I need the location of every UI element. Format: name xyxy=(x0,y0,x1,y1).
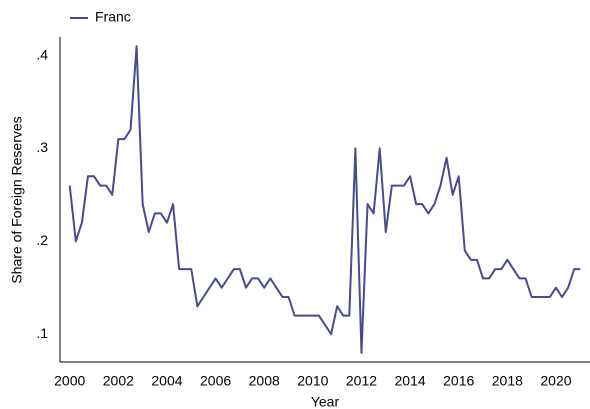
x-tick-label: 2010 xyxy=(297,373,328,389)
x-tick-label: 2002 xyxy=(103,373,134,389)
x-tick-label: 2018 xyxy=(492,373,523,389)
y-axis-label: Share of Foreign Reserves xyxy=(9,116,25,283)
x-tick-label: 2020 xyxy=(540,373,571,389)
legend-label: Franc xyxy=(95,9,131,25)
series-line xyxy=(68,45,581,354)
x-tick-label: 2016 xyxy=(443,373,474,389)
x-tick-label: 2004 xyxy=(151,373,182,389)
x-tick-label: 2014 xyxy=(395,373,426,389)
x-axis-label: Year xyxy=(311,394,340,409)
y-tick-label: .3 xyxy=(36,139,48,155)
x-tick-label: 2006 xyxy=(200,373,231,389)
x-tick-label: 2008 xyxy=(249,373,280,389)
x-tick-label: 2000 xyxy=(54,373,85,389)
y-tick-label: .4 xyxy=(36,46,48,62)
y-tick-label: .2 xyxy=(36,232,48,248)
x-tick-label: 2012 xyxy=(346,373,377,389)
y-tick-label: .1 xyxy=(36,325,48,341)
